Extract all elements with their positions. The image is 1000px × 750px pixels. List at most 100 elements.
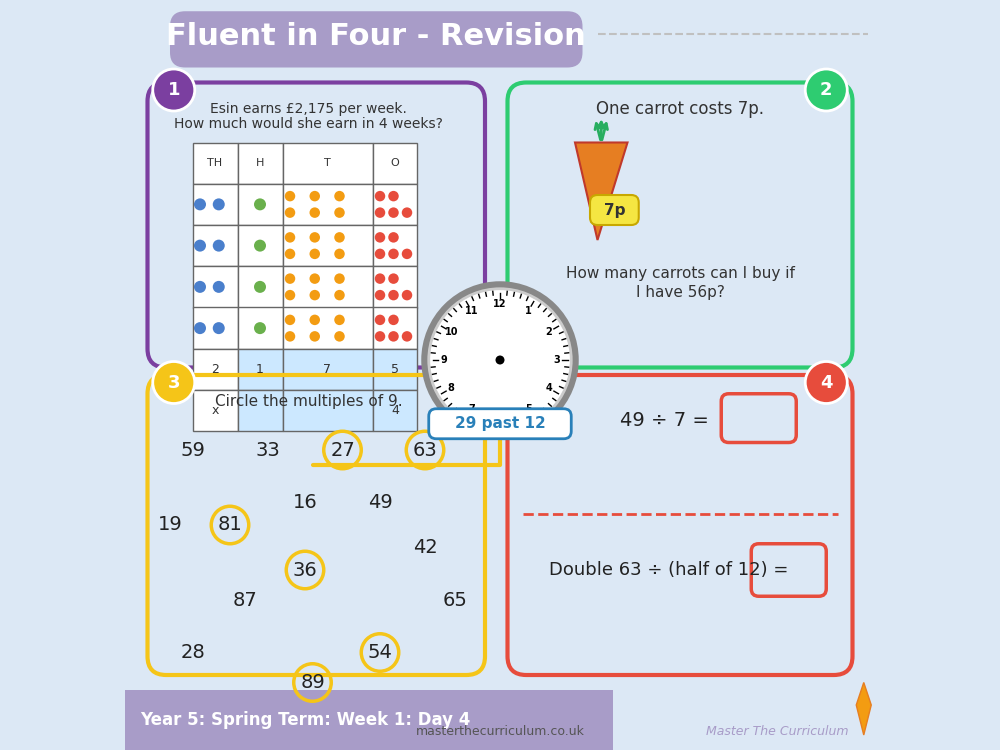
Circle shape [388,191,399,202]
Circle shape [254,322,266,334]
Circle shape [213,199,225,210]
Circle shape [375,232,385,243]
Circle shape [194,281,206,293]
Text: 36: 36 [293,560,317,580]
FancyBboxPatch shape [283,308,372,349]
Text: 63: 63 [413,440,437,460]
Circle shape [334,290,345,301]
Text: One carrot costs 7p.: One carrot costs 7p. [596,100,764,118]
FancyBboxPatch shape [192,390,238,431]
Text: 12: 12 [493,298,507,309]
FancyBboxPatch shape [372,390,417,431]
Text: Year 5: Spring Term: Week 1: Day 4: Year 5: Spring Term: Week 1: Day 4 [140,711,470,729]
Circle shape [213,281,225,293]
Circle shape [334,208,345,218]
Circle shape [429,289,571,431]
Circle shape [285,290,295,301]
Text: 4: 4 [820,374,832,392]
Text: 28: 28 [180,643,205,662]
Text: 9: 9 [440,355,447,365]
FancyBboxPatch shape [372,225,417,266]
Text: 19: 19 [158,515,182,535]
Circle shape [285,274,295,284]
Circle shape [194,199,206,210]
Text: 16: 16 [293,493,317,512]
Circle shape [310,249,320,259]
FancyBboxPatch shape [125,690,612,750]
Text: 42: 42 [413,538,437,557]
Text: 7p: 7p [604,202,625,217]
Circle shape [388,208,399,218]
Circle shape [375,274,385,284]
Circle shape [310,315,320,326]
Circle shape [285,191,295,202]
Text: 29 past 12: 29 past 12 [455,416,545,431]
Circle shape [334,274,345,284]
FancyBboxPatch shape [283,390,372,431]
Circle shape [153,69,195,111]
Text: 49: 49 [368,493,392,512]
Polygon shape [575,142,628,240]
Circle shape [334,232,345,243]
Text: 33: 33 [255,440,280,460]
Text: 1: 1 [256,363,264,376]
Circle shape [194,322,206,334]
Text: 2: 2 [211,363,219,376]
Text: 10: 10 [445,327,458,337]
FancyBboxPatch shape [372,308,417,349]
Text: 87: 87 [233,590,257,610]
Text: 1: 1 [525,306,532,316]
Circle shape [402,332,412,342]
FancyBboxPatch shape [429,409,571,439]
Text: How many carrots can I buy if: How many carrots can I buy if [566,266,794,281]
Text: Double 63 ÷ (half of 12) =: Double 63 ÷ (half of 12) = [549,561,788,579]
FancyBboxPatch shape [192,308,238,349]
Text: 89: 89 [300,673,325,692]
FancyBboxPatch shape [590,195,639,225]
Text: Master The Curriculum: Master The Curriculum [706,724,849,738]
Circle shape [334,315,345,326]
Circle shape [334,332,345,342]
FancyBboxPatch shape [238,142,283,184]
FancyBboxPatch shape [283,184,372,225]
Text: 4: 4 [545,383,552,393]
FancyBboxPatch shape [283,266,372,308]
Text: 3: 3 [168,374,180,392]
Text: Circle the multiples of 9.: Circle the multiples of 9. [215,394,403,409]
Circle shape [334,249,345,259]
Circle shape [805,362,847,404]
Circle shape [375,191,385,202]
Circle shape [254,281,266,293]
Circle shape [805,69,847,111]
FancyBboxPatch shape [170,11,582,68]
Circle shape [402,249,412,259]
Text: I have 56p?: I have 56p? [636,285,724,300]
Circle shape [388,232,399,243]
Circle shape [388,332,399,342]
Circle shape [310,191,320,202]
FancyBboxPatch shape [238,225,283,266]
Circle shape [388,315,399,326]
FancyBboxPatch shape [283,225,372,266]
Text: x: x [211,404,219,417]
Circle shape [153,362,195,404]
Circle shape [375,208,385,218]
Circle shape [285,208,295,218]
Polygon shape [856,682,871,735]
Text: 81: 81 [218,515,242,535]
FancyBboxPatch shape [721,394,796,442]
Text: 5: 5 [525,404,532,414]
FancyBboxPatch shape [372,142,417,184]
Circle shape [310,290,320,301]
Circle shape [375,290,385,301]
Text: 1: 1 [168,81,180,99]
Circle shape [334,191,345,202]
Circle shape [285,315,295,326]
Text: 4: 4 [391,404,399,417]
Circle shape [285,249,295,259]
FancyBboxPatch shape [238,184,283,225]
Circle shape [194,240,206,252]
Text: 7: 7 [468,404,475,414]
Circle shape [402,290,412,301]
FancyBboxPatch shape [238,308,283,349]
